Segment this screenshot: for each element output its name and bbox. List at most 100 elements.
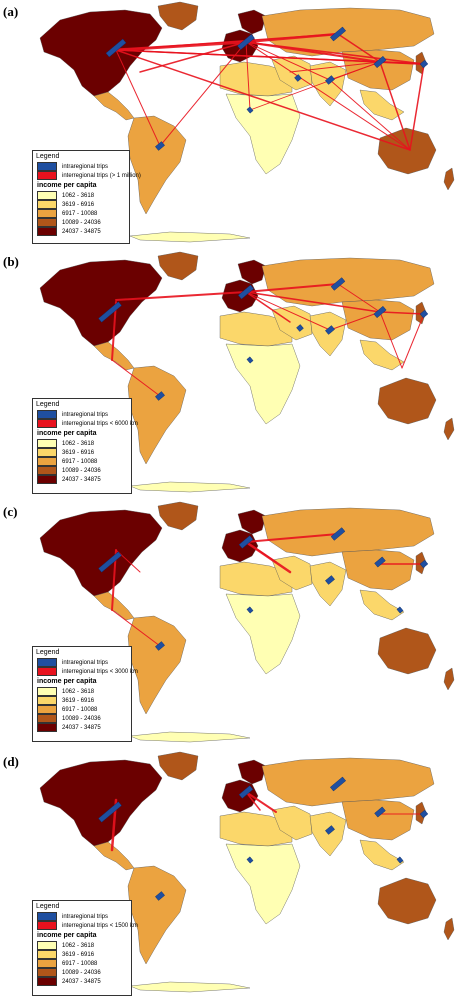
legend-label: 3619 - 6916 (62, 201, 95, 208)
region-north-africa (219, 561, 293, 597)
intraregional-flow-bar (325, 575, 335, 585)
interregional-swatch (37, 921, 57, 930)
interregional-flow-line (379, 61, 425, 65)
legend-label: 1062 - 3618 (62, 192, 95, 199)
income-swatch (37, 191, 57, 200)
legend-label: intraregional trips (62, 659, 109, 666)
region-central-america (93, 591, 135, 621)
intraregional-flow-bar (419, 809, 429, 819)
interregional-swatch (37, 171, 57, 180)
legend-label: 1062 - 3618 (62, 440, 95, 447)
income-swatch (37, 475, 57, 484)
intraregional-flow-bar (325, 825, 335, 835)
intraregional-flow-bar (246, 106, 254, 114)
panel-b: (b) Legend intraregional trips interregi… (0, 250, 469, 500)
intraregional-flow-bar (98, 301, 122, 323)
intraregional-flow-bar (330, 277, 346, 291)
legend-label: intraregional trips (62, 411, 109, 418)
interregional-flow-line (245, 791, 277, 813)
intraregional-flow-bar (246, 856, 254, 864)
region-north-africa (219, 811, 293, 847)
income-swatch (37, 705, 57, 714)
legend-label: 6917 - 10088 (62, 210, 98, 217)
region-russia-central-asia (261, 757, 435, 807)
intraregional-flow-bar (155, 141, 165, 151)
map-legend: Legend intraregional trips interregional… (32, 398, 138, 494)
legend-label: 10089 - 24036 (62, 969, 101, 976)
interregional-flow-line (115, 291, 247, 301)
interregional-swatch (37, 667, 57, 676)
legend-item-intraregional: intraregional trips (37, 658, 131, 667)
region-north-america (39, 259, 163, 347)
legend-label: intraregional trips (62, 913, 109, 920)
income-swatch (37, 696, 57, 705)
region-greenland (157, 1, 199, 31)
intraregional-flow-bar (325, 325, 335, 335)
region-new-zealand (443, 417, 455, 441)
intraregional-flow-bar (237, 34, 255, 50)
legend-item-intraregional: intraregional trips (37, 162, 129, 171)
legend-label: 1062 - 3618 (62, 688, 95, 695)
interregional-flow-line (249, 61, 381, 111)
legend-income-class: 3619 - 6916 (37, 696, 131, 705)
intraregional-flow-bar (155, 641, 165, 651)
income-swatch (37, 439, 57, 448)
legend-item-interregional: interregional trips < 6000 km (37, 419, 138, 428)
region-north-africa (219, 61, 293, 97)
income-swatch (37, 950, 57, 959)
legend-income-class: 24037 - 34875 (37, 227, 129, 236)
interregional-flow-line (337, 33, 381, 63)
panel-d: (d) Legend intraregional trips interregi… (0, 750, 469, 1000)
legend-label: 3619 - 6916 (62, 449, 95, 456)
region-north-africa (219, 311, 293, 347)
income-swatch (37, 227, 57, 236)
region-russia-central-asia (261, 507, 435, 557)
legend-income-class: 3619 - 6916 (37, 448, 131, 457)
interregional-flow-line (245, 533, 339, 543)
panel-label: (d) (3, 754, 19, 769)
interregional-flow-line (139, 41, 247, 73)
panel-a: (a) Legend intraregional trips interregi… (0, 0, 469, 250)
panel-label: (a) (3, 4, 19, 19)
legend-income-class: 3619 - 6916 (37, 950, 131, 959)
income-swatch (37, 723, 57, 732)
interregional-flow-line (379, 311, 403, 369)
legend-label: 10089 - 24036 (62, 467, 101, 474)
interregional-flow-line (379, 61, 411, 151)
intraregional-flow-bar (155, 891, 165, 901)
interregional-flow-line (111, 359, 161, 397)
panel-label: (c) (3, 504, 18, 519)
region-east-asia (341, 299, 415, 341)
world-map (39, 501, 455, 743)
region-southeast-asia (359, 589, 405, 621)
region-new-zealand (443, 167, 455, 191)
region-sub-saharan-africa (225, 593, 301, 675)
interregional-swatch (37, 419, 57, 428)
region-northern-europe (237, 509, 267, 535)
region-southeast-asia (359, 339, 405, 371)
region-antarctica (129, 481, 251, 493)
interregional-flow-line (409, 63, 425, 151)
intraregional-flow-bar (396, 856, 404, 864)
panel-label: (b) (3, 254, 19, 269)
interregional-flow-line (329, 79, 411, 151)
interregional-flow-line (337, 283, 381, 313)
legend-label: 10089 - 24036 (62, 715, 101, 722)
legend-title: Legend (36, 649, 60, 656)
legend-income-class: 1062 - 3618 (37, 191, 129, 200)
intraregional-flow-bar (237, 284, 255, 300)
legend-label: 24037 - 34875 (62, 228, 101, 235)
legend-title: Legend (36, 903, 60, 910)
legend-label: 3619 - 6916 (62, 951, 95, 958)
legend-income-class: 1062 - 3618 (37, 439, 131, 448)
region-sub-saharan-africa (225, 843, 301, 925)
region-central-america (93, 341, 135, 371)
legend-title: Legend (36, 153, 60, 160)
legend-label: interregional trips < 1500 km (62, 922, 138, 929)
region-east-asia (341, 799, 415, 841)
interregional-flow-line (245, 541, 277, 563)
intraregional-flow-bar (419, 59, 429, 69)
region-east-asia (341, 49, 415, 91)
intraregional-flow-bar (294, 74, 302, 82)
intraregional-flow-bar (238, 535, 254, 549)
